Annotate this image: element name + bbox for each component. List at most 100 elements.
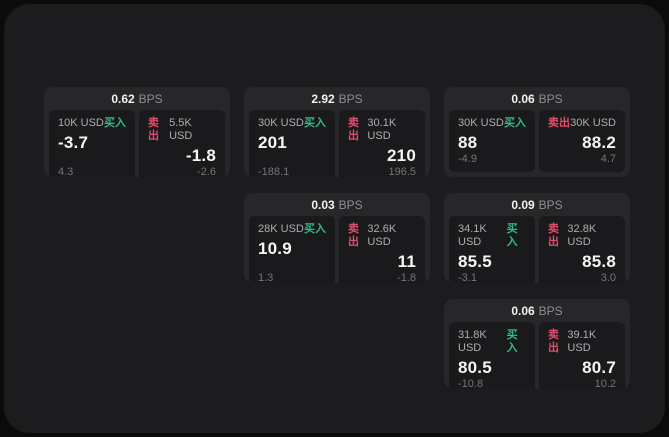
buy-price: 10.9 [258, 239, 292, 258]
buy-tile-header: 31.8K USD 买入 [458, 329, 526, 355]
bps-value: 0.09 [511, 197, 535, 212]
sell-delta: 3.0 [600, 272, 616, 283]
sell-price: 88.2 [582, 133, 616, 152]
sell-amount: 39.1K USD [567, 329, 597, 354]
bps-unit-label: BPS [138, 91, 163, 106]
buy-side-label: 买入 [304, 223, 326, 235]
buy-delta: -3.1 [458, 272, 477, 283]
card-body: 34.1K USD 买入 85.5 -3.1 卖出 32.8K USD 85.8… [444, 216, 630, 283]
sell-amount: 5.5K USD [169, 117, 193, 142]
bps-unit-label: BPS [538, 91, 563, 106]
card-body: 31.8K USD 买入 80.5 -10.8 卖出 39.1K USD 80.… [444, 322, 630, 389]
bps-unit-label: BPS [338, 197, 363, 212]
sell-delta: 4.7 [600, 153, 616, 165]
sell-side-label: 卖出 [548, 223, 559, 248]
sell-tile-header: 卖出 32.8K USD [548, 223, 616, 249]
sell-delta: 10.2 [594, 378, 616, 389]
card-header: 0.06 BPS [444, 299, 630, 322]
quote-card: 0.06 BPS 30K USD 买入 88 -4.9 卖出 30K USD [444, 87, 630, 177]
quote-card: 0.06 BPS 31.8K USD 买入 80.5 -10.8 卖出 39.1… [444, 299, 630, 389]
buy-delta: -188.1 [258, 166, 290, 177]
sell-price: 80.7 [582, 358, 616, 377]
sell-side-label: 卖出 [548, 117, 570, 129]
quote-card: 0.03 BPS 28K USD 买入 10.9 1.3 卖出 32.6K US… [244, 193, 430, 283]
buy-side-label: 买入 [104, 117, 126, 129]
buy-side-label: 买入 [504, 117, 526, 129]
buy-price: 80.5 [458, 358, 492, 377]
sell-amount: 30.1K USD [367, 117, 397, 142]
buy-price: 85.5 [458, 252, 492, 271]
sell-tile[interactable]: 卖出 30.1K USD 210 196.5 [339, 110, 425, 177]
sell-tile-header: 卖出 30.1K USD [348, 117, 416, 143]
buy-tile[interactable]: 30K USD 买入 88 -4.9 [449, 110, 535, 172]
buy-price: -3.7 [58, 133, 89, 152]
buy-side-label: 买入 [506, 223, 518, 248]
sell-side-label: 卖出 [348, 223, 359, 248]
buy-tile[interactable]: 31.8K USD 买入 80.5 -10.8 [449, 322, 535, 389]
card-header: 0.03 BPS [244, 193, 430, 216]
quote-card: 2.92 BPS 30K USD 买入 201 -188.1 卖出 30.1K … [244, 87, 430, 177]
buy-delta: 4.3 [58, 166, 74, 177]
buy-tile-header: 28K USD 买入 [258, 223, 326, 236]
buy-delta: -4.9 [458, 153, 477, 165]
card-header: 0.09 BPS [444, 193, 630, 216]
app-panel: 0.62 BPS 10K USD 买入 -3.7 4.3 卖出 5.5K USD [4, 4, 665, 433]
buy-amount: 28K USD [258, 223, 304, 235]
card-header: 2.92 BPS [244, 87, 430, 110]
sell-amount: 30K USD [570, 117, 616, 129]
card-body: 30K USD 买入 201 -188.1 卖出 30.1K USD 210 1… [244, 110, 430, 177]
buy-amount: 30K USD [458, 117, 504, 129]
bps-unit-label: BPS [538, 197, 563, 212]
buy-amount: 34.1K USD [458, 223, 487, 248]
sell-side-label: 卖出 [348, 117, 359, 142]
bps-value: 0.03 [311, 197, 335, 212]
sell-price: 85.8 [582, 252, 616, 271]
sell-delta: -2.6 [197, 166, 216, 177]
sell-amount: 32.8K USD [567, 223, 597, 248]
sell-tile-header: 卖出 32.6K USD [348, 223, 416, 249]
sell-amount: 32.6K USD [367, 223, 397, 248]
buy-amount: 10K USD [58, 117, 104, 129]
sell-tile[interactable]: 卖出 39.1K USD 80.7 10.2 [539, 322, 625, 389]
quote-card: 0.09 BPS 34.1K USD 买入 85.5 -3.1 卖出 32.8K… [444, 193, 630, 283]
buy-delta: -10.8 [458, 378, 484, 389]
sell-delta: 196.5 [388, 166, 416, 177]
sell-tile[interactable]: 卖出 30K USD 88.2 4.7 [539, 110, 625, 172]
bps-value: 0.06 [511, 91, 535, 106]
card-body: 30K USD 买入 88 -4.9 卖出 30K USD 88.2 4.7 [444, 110, 630, 177]
sell-tile[interactable]: 卖出 32.8K USD 85.8 3.0 [539, 216, 625, 283]
buy-tile[interactable]: 30K USD 买入 201 -188.1 [249, 110, 335, 177]
buy-tile-header: 10K USD 买入 [58, 117, 126, 130]
card-body: 10K USD 买入 -3.7 4.3 卖出 5.5K USD -1.8 -2.… [44, 110, 230, 177]
buy-side-label: 买入 [304, 117, 326, 129]
card-header: 0.06 BPS [444, 87, 630, 110]
sell-price: -1.8 [185, 146, 216, 165]
quote-cards-grid: 0.62 BPS 10K USD 买入 -3.7 4.3 卖出 5.5K USD [44, 87, 630, 389]
buy-price: 88 [458, 133, 478, 152]
buy-tile[interactable]: 34.1K USD 买入 85.5 -3.1 [449, 216, 535, 283]
sell-tile-header: 卖出 30K USD [548, 117, 616, 130]
bps-value: 0.06 [511, 303, 535, 318]
buy-side-label: 买入 [506, 329, 518, 354]
card-header: 0.62 BPS [44, 87, 230, 110]
sell-tile[interactable]: 卖出 5.5K USD -1.8 -2.6 [139, 110, 225, 177]
bps-value: 0.62 [111, 91, 135, 106]
sell-delta: -1.8 [397, 272, 416, 283]
sell-price: 210 [387, 146, 416, 165]
card-body: 28K USD 买入 10.9 1.3 卖出 32.6K USD 11 -1.8 [244, 216, 430, 283]
buy-amount: 30K USD [258, 117, 304, 129]
buy-price: 201 [258, 133, 287, 152]
sell-side-label: 卖出 [548, 329, 559, 354]
bps-unit-label: BPS [338, 91, 363, 106]
buy-tile[interactable]: 28K USD 买入 10.9 1.3 [249, 216, 335, 283]
bps-unit-label: BPS [538, 303, 563, 318]
buy-amount: 31.8K USD [458, 329, 487, 354]
buy-tile-header: 30K USD 买入 [258, 117, 326, 130]
buy-tile-header: 30K USD 买入 [458, 117, 526, 130]
buy-tile-header: 34.1K USD 买入 [458, 223, 526, 249]
quote-card: 0.62 BPS 10K USD 买入 -3.7 4.3 卖出 5.5K USD [44, 87, 230, 177]
buy-tile[interactable]: 10K USD 买入 -3.7 4.3 [49, 110, 135, 177]
sell-price: 11 [397, 252, 416, 271]
sell-tile-header: 卖出 39.1K USD [548, 329, 616, 355]
sell-tile[interactable]: 卖出 32.6K USD 11 -1.8 [339, 216, 425, 283]
